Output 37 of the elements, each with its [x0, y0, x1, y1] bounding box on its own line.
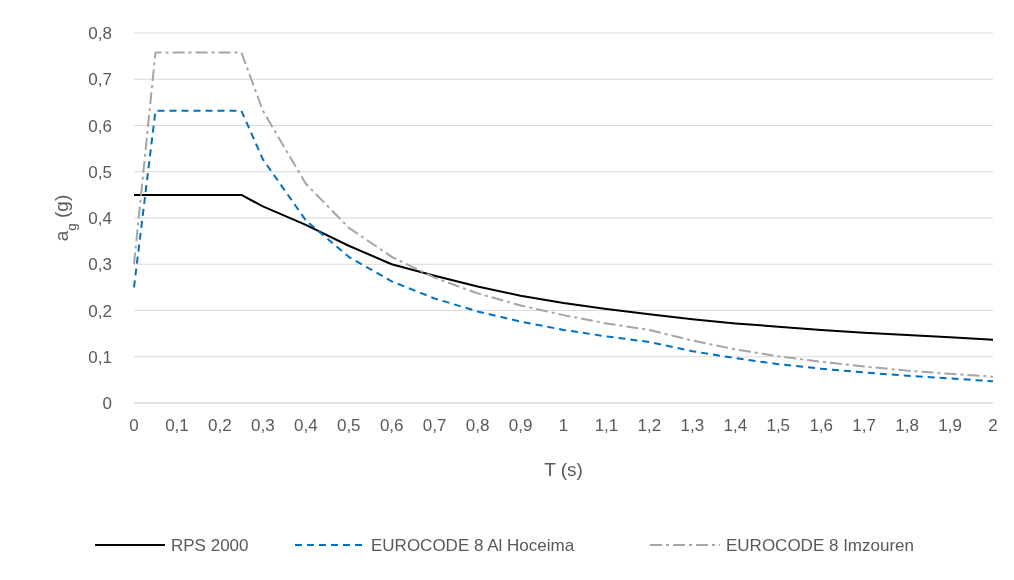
line-series — [133, 109, 994, 383]
line-series — [133, 193, 994, 341]
legend-label: EUROCODE 8 Al Hoceima — [371, 536, 575, 555]
x-tick-label: 0,4 — [293, 416, 318, 435]
x-tick-label: 2 — [988, 416, 998, 435]
y-tick-label: 0,2 — [88, 301, 112, 321]
line-series — [133, 51, 994, 378]
x-tick-label: 0 — [129, 416, 139, 435]
y-tick-label: 0,6 — [88, 116, 112, 136]
y-tick-label: 0 — [102, 394, 112, 413]
x-tick-label: 1,6 — [809, 416, 834, 435]
x-tick-label: 1,3 — [680, 416, 705, 435]
x-tick-label: 0,7 — [422, 416, 447, 435]
x-tick-label: 0,5 — [336, 416, 361, 435]
y-tick-label: 0,5 — [88, 162, 112, 182]
legend-label: EUROCODE 8 Imzouren — [726, 536, 914, 555]
x-axis-title: T (s) — [544, 459, 583, 480]
x-tick-label: 1,2 — [637, 416, 662, 435]
x-tick-label: 1,5 — [766, 416, 791, 435]
y-tick-label: 0,7 — [88, 70, 112, 90]
x-tick-label: 0,1 — [165, 416, 189, 435]
x-tick-label: 1,9 — [938, 416, 962, 435]
x-tick-label: 1,7 — [852, 416, 876, 435]
x-tick-label: 1,8 — [895, 416, 919, 435]
y-tick-label: 0,8 — [88, 24, 112, 43]
y-tick-label: 0,1 — [88, 347, 112, 367]
y-tick-label: 0,3 — [88, 255, 112, 275]
x-tick-label: 1 — [558, 416, 569, 435]
x-tick-label: 0,8 — [465, 416, 490, 435]
y-tick-label: 0,4 — [88, 209, 112, 228]
x-tick-label: 0,6 — [379, 416, 404, 435]
x-tick-label: 0,9 — [508, 416, 533, 435]
x-tick-label: 1,4 — [723, 416, 748, 435]
x-tick-label: 1,1 — [594, 416, 619, 435]
x-tick-label: 0,3 — [251, 416, 275, 435]
x-tick-label: 0,2 — [208, 416, 232, 435]
legend-label: RPS 2000 — [171, 536, 249, 555]
